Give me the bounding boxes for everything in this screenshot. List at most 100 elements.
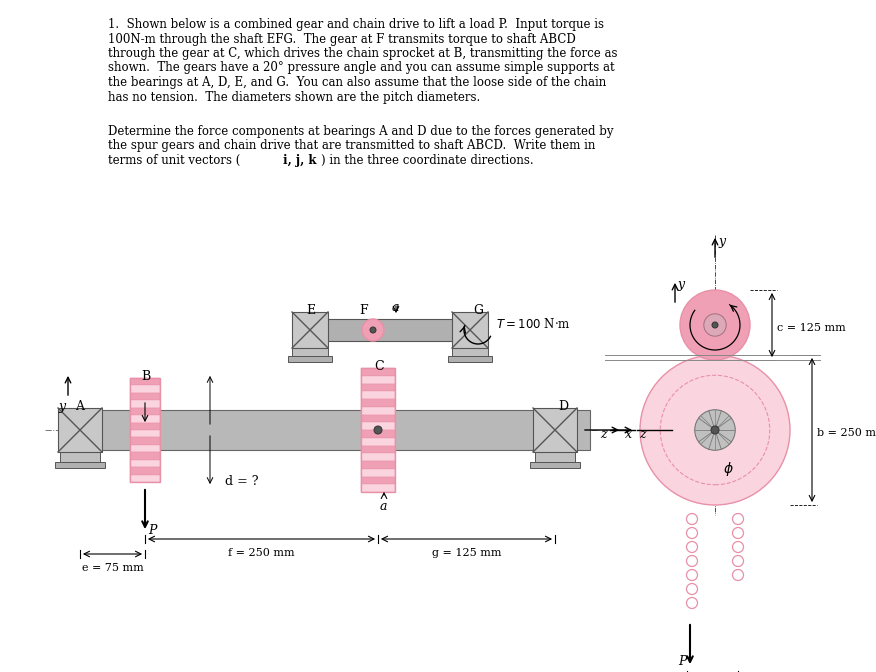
Text: G: G: [473, 304, 483, 317]
Circle shape: [687, 556, 697, 566]
Text: Determine the force components at bearings A and D due to the forces generated b: Determine the force components at bearin…: [108, 125, 613, 138]
Text: a: a: [392, 301, 399, 314]
Text: F: F: [359, 304, 368, 317]
Bar: [58, 408, 102, 452]
Circle shape: [732, 528, 744, 538]
Text: a: a: [380, 500, 387, 513]
Text: i, j, k: i, j, k: [283, 154, 316, 167]
Circle shape: [640, 355, 790, 505]
Bar: [361, 376, 395, 384]
Text: terms of unit vectors (: terms of unit vectors (: [108, 154, 240, 167]
Text: b = 250 mm: b = 250 mm: [817, 428, 876, 438]
Bar: [533, 408, 577, 452]
Text: the bearings at A, D, E, and G.  You can also assume that the loose side of the : the bearings at A, D, E, and G. You can …: [108, 76, 606, 89]
Text: $\phi$: $\phi$: [723, 460, 734, 478]
Bar: [361, 415, 395, 422]
Bar: [130, 423, 160, 430]
Bar: [130, 445, 160, 452]
Text: has no tension.  The diameters shown are the pitch diameters.: has no tension. The diameters shown are …: [108, 91, 480, 103]
Text: y: y: [718, 235, 725, 248]
Circle shape: [712, 322, 718, 328]
Circle shape: [711, 426, 719, 434]
Bar: [130, 415, 160, 423]
Circle shape: [732, 556, 744, 566]
Bar: [361, 453, 395, 461]
Bar: [361, 399, 395, 407]
Text: d = ?: d = ?: [225, 475, 258, 488]
Text: A: A: [75, 400, 84, 413]
Bar: [130, 393, 160, 401]
Text: P: P: [678, 655, 687, 668]
Bar: [361, 446, 395, 453]
Text: C: C: [374, 360, 384, 373]
Bar: [130, 401, 160, 408]
Bar: [361, 469, 395, 476]
Bar: [292, 348, 328, 356]
Bar: [55, 462, 105, 468]
Circle shape: [687, 597, 697, 609]
Text: the spur gears and chain drive that are transmitted to shaft ABCD.  Write them i: the spur gears and chain drive that are …: [108, 140, 596, 153]
Bar: [130, 378, 160, 482]
Text: y: y: [677, 278, 684, 291]
Text: P: P: [148, 524, 157, 537]
Bar: [292, 312, 328, 348]
Text: g = 125 mm: g = 125 mm: [432, 548, 501, 558]
Text: z: z: [639, 429, 646, 442]
Circle shape: [687, 513, 697, 525]
Bar: [361, 430, 395, 437]
Bar: [361, 422, 395, 430]
Bar: [130, 452, 160, 460]
Text: B: B: [141, 370, 151, 383]
Circle shape: [703, 314, 726, 336]
Bar: [361, 461, 395, 469]
Bar: [130, 467, 160, 474]
Circle shape: [732, 569, 744, 581]
Circle shape: [687, 528, 697, 538]
Bar: [130, 437, 160, 445]
Bar: [361, 368, 395, 492]
Text: z: z: [600, 429, 606, 442]
Text: e = 75 mm: e = 75 mm: [81, 563, 144, 573]
Bar: [361, 391, 395, 399]
Bar: [452, 348, 488, 356]
Circle shape: [687, 542, 697, 552]
Circle shape: [732, 542, 744, 552]
Text: y: y: [58, 400, 65, 413]
Bar: [288, 356, 332, 362]
Circle shape: [680, 290, 750, 360]
Bar: [130, 474, 160, 482]
Circle shape: [362, 319, 384, 341]
Bar: [361, 384, 395, 391]
Bar: [130, 460, 160, 467]
Circle shape: [732, 513, 744, 525]
Bar: [361, 407, 395, 415]
Bar: [130, 430, 160, 437]
Bar: [295, 319, 485, 341]
Text: ) in the three coordinate directions.: ) in the three coordinate directions.: [321, 154, 533, 167]
Bar: [361, 368, 395, 376]
Text: $T = 100$ N·m: $T = 100$ N·m: [496, 317, 570, 331]
Bar: [448, 356, 492, 362]
Circle shape: [370, 327, 376, 333]
Bar: [60, 410, 590, 450]
Bar: [361, 485, 395, 492]
Bar: [530, 462, 580, 468]
Circle shape: [687, 569, 697, 581]
Circle shape: [374, 426, 382, 434]
Bar: [361, 437, 395, 446]
Circle shape: [695, 410, 735, 450]
Bar: [361, 476, 395, 485]
Bar: [535, 452, 575, 462]
Text: D: D: [558, 400, 569, 413]
Bar: [452, 312, 488, 348]
Circle shape: [687, 583, 697, 595]
Text: 1.  Shown below is a combined gear and chain drive to lift a load P.  Input torq: 1. Shown below is a combined gear and ch…: [108, 18, 604, 31]
Text: through the gear at C, which drives the chain sprocket at B, transmitting the fo: through the gear at C, which drives the …: [108, 47, 618, 60]
Text: 100N-m through the shaft EFG.  The gear at F transmits torque to shaft ABCD: 100N-m through the shaft EFG. The gear a…: [108, 32, 576, 46]
Text: f = 250 mm: f = 250 mm: [228, 548, 295, 558]
Bar: [130, 386, 160, 393]
Text: x: x: [625, 429, 632, 442]
Text: c = 125 mm: c = 125 mm: [777, 323, 845, 333]
Bar: [130, 408, 160, 415]
Bar: [60, 452, 100, 462]
